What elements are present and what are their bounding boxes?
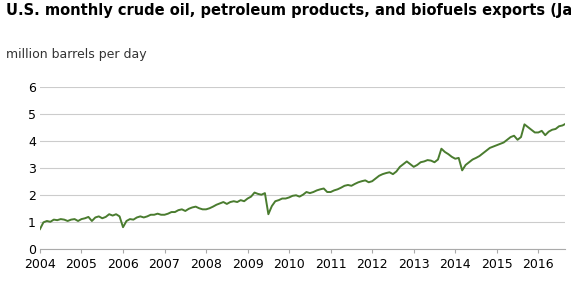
Text: U.S. monthly crude oil, petroleum products, and biofuels exports (Jan 2004 - Jun: U.S. monthly crude oil, petroleum produc… xyxy=(6,3,571,18)
Text: million barrels per day: million barrels per day xyxy=(6,48,146,61)
